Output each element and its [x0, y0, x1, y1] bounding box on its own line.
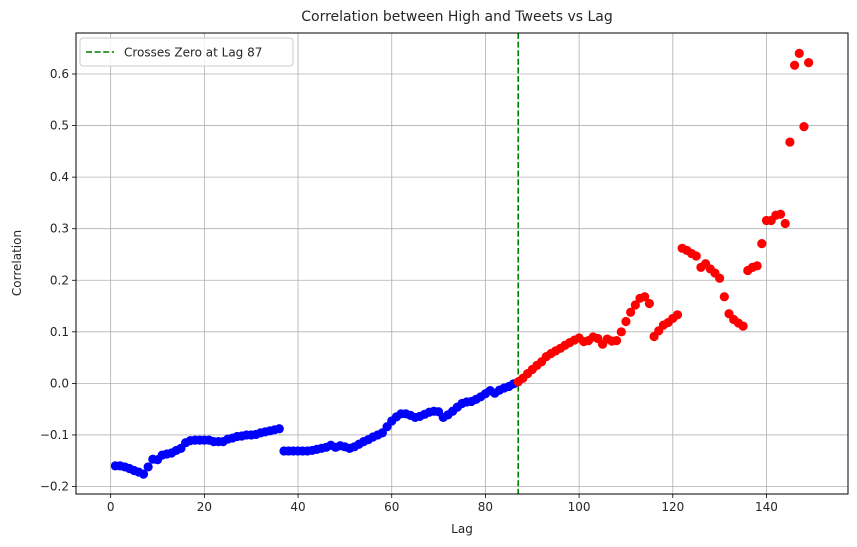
y-tick-label: 0.5: [50, 119, 69, 133]
positive-correlation-point: [775, 209, 786, 219]
y-tick-label: 0.0: [50, 376, 69, 390]
positive-correlation-point: [794, 48, 804, 58]
positive-correlation-point: [752, 261, 762, 271]
y-axis-label: Correlation: [10, 230, 24, 296]
grid: [76, 33, 848, 494]
positive-correlation-point: [757, 239, 767, 249]
x-tick-label: 60: [384, 500, 399, 514]
x-tick-label: 20: [197, 500, 212, 514]
positive-correlation-point: [644, 298, 654, 309]
legend-label: Crosses Zero at Lag 87: [124, 46, 262, 60]
y-tick-label: 0.2: [50, 273, 69, 287]
legend-box: [79, 37, 294, 67]
positive-correlation-point: [691, 251, 701, 261]
positive-correlation-point: [799, 121, 809, 132]
y-tick-label: −0.1: [40, 428, 69, 442]
y-tick-label: 0.6: [50, 67, 69, 81]
positive-correlation-point: [719, 292, 729, 302]
positive-correlation-point: [621, 316, 631, 327]
x-tick-label: 120: [661, 500, 684, 514]
x-axis-label: Lag: [451, 522, 473, 536]
positive-correlation-point: [611, 335, 622, 346]
legend: Crosses Zero at Lag 87: [79, 37, 294, 67]
negative-correlation-point: [143, 462, 153, 472]
y-tick-label: 0.3: [50, 222, 69, 236]
x-tick-label: 140: [755, 500, 778, 514]
data-points: [110, 48, 814, 479]
negative-correlation-point: [274, 424, 284, 434]
y-tick-label: −0.2: [40, 480, 69, 494]
positive-correlation-point: [789, 60, 800, 70]
x-tick-label: 0: [107, 500, 115, 514]
x-tick-label: 100: [568, 500, 591, 514]
negative-correlation-point: [138, 469, 149, 479]
positive-correlation-point: [626, 307, 636, 317]
axis-ticks: 0 20 40 60 80 100 120 140 −0.2 −0.1 0.0 0.1 0.2 0.3 0.…: [40, 67, 778, 514]
x-tick-label: 80: [478, 500, 493, 514]
positive-correlation-point: [785, 137, 795, 147]
chart-title: Correlation between High and Tweets vs L…: [301, 9, 613, 25]
plot-frame: [75, 32, 849, 495]
positive-correlation-point: [616, 327, 626, 337]
y-tick-label: 0.4: [50, 170, 69, 184]
positive-correlation-point: [672, 310, 683, 320]
x-tick-label: 40: [290, 500, 305, 514]
positive-correlation-point: [738, 321, 748, 331]
positive-correlation-point: [630, 300, 640, 310]
positive-correlation-point: [640, 292, 650, 302]
positive-correlation-point: [715, 273, 725, 283]
y-tick-label: 0.1: [50, 325, 69, 339]
positive-correlation-point: [780, 218, 790, 229]
positive-correlation-point: [804, 58, 814, 68]
